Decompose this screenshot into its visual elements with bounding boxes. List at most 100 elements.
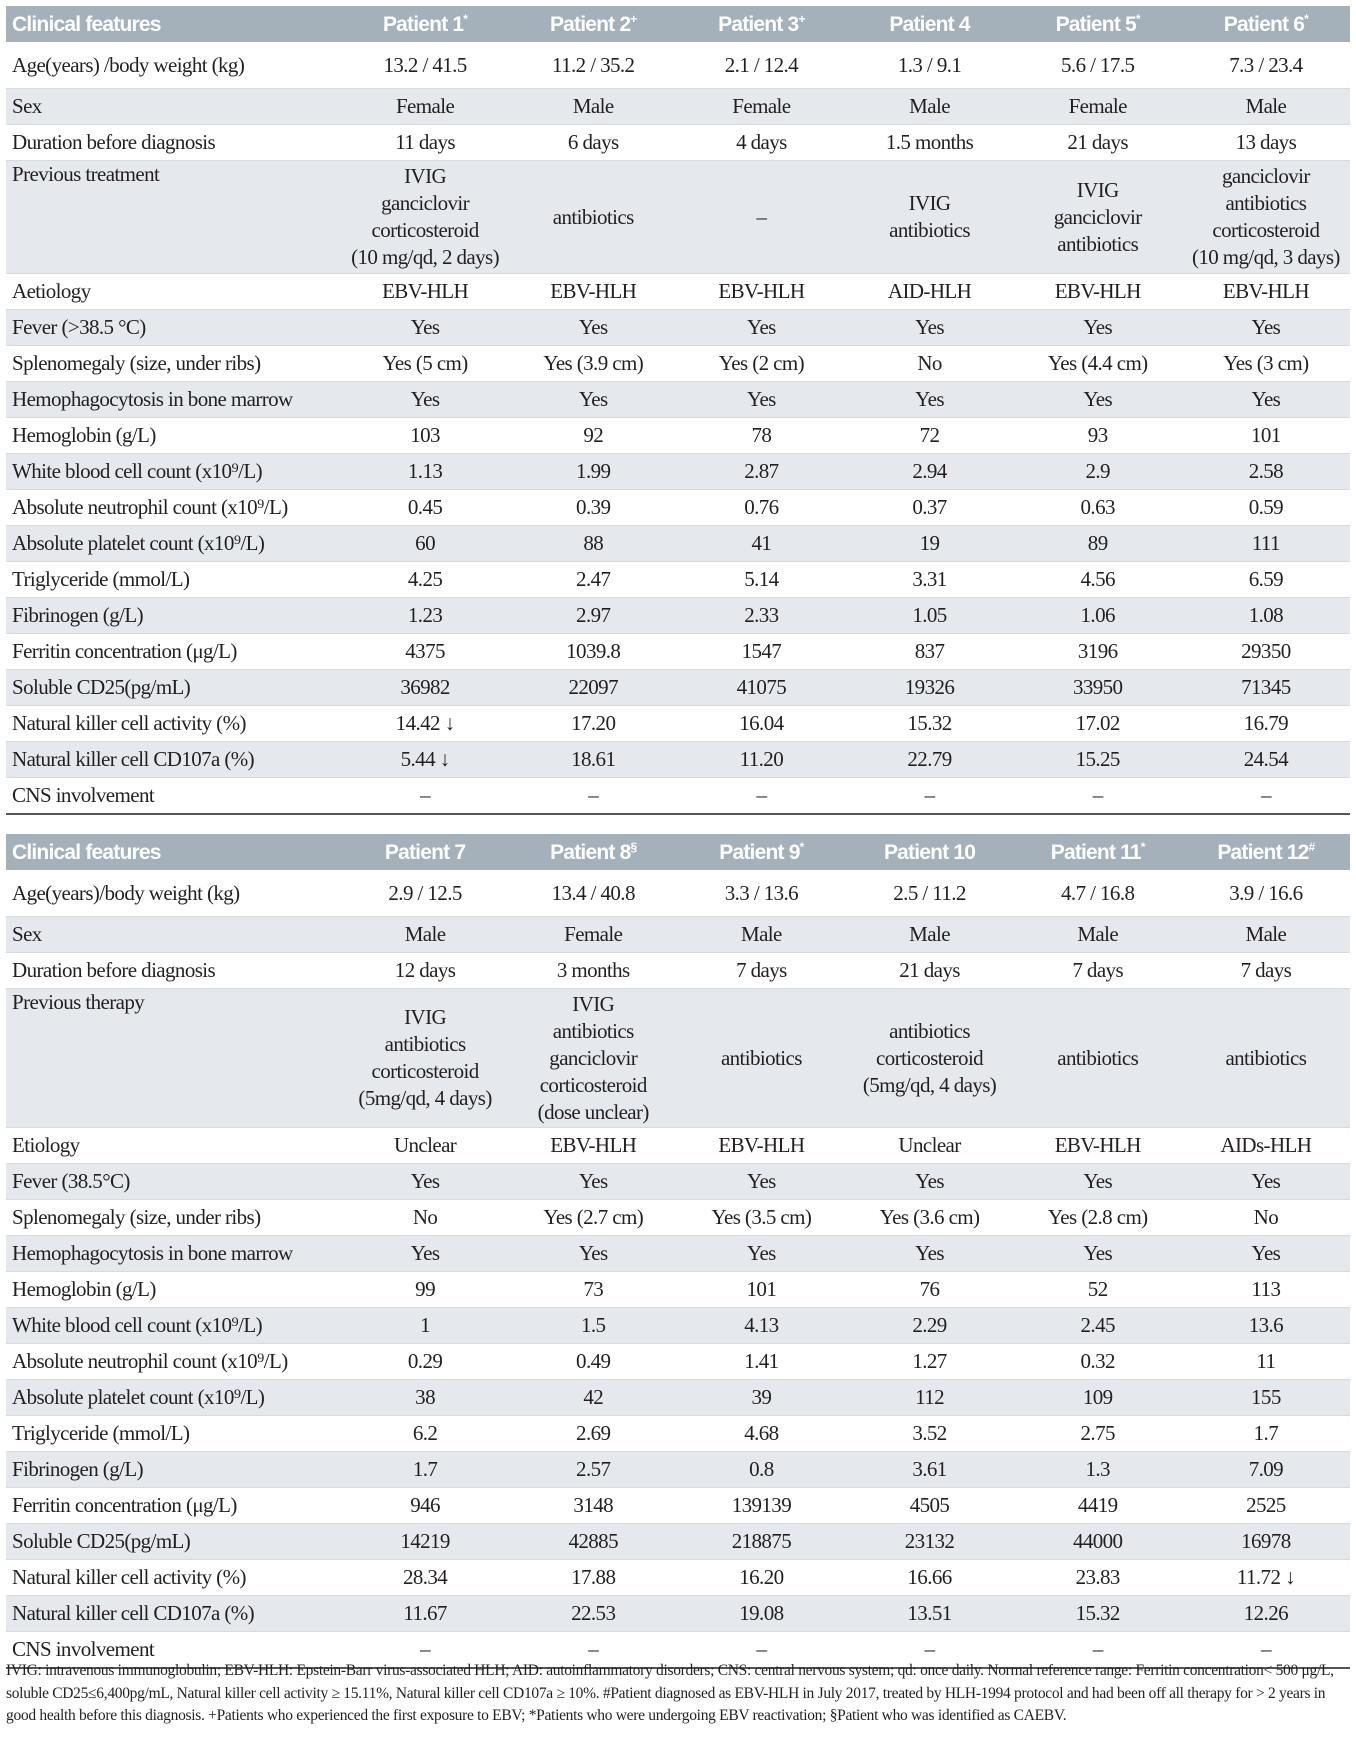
table-row: Fever (>38.5 °C) Yes Yes Yes Yes Yes Yes xyxy=(6,309,1350,346)
patient-value: 4375 xyxy=(341,633,510,670)
table-row: Natural killer cell CD107a (%) 11.67 22.53… xyxy=(6,1595,1350,1632)
patient-column-header: Patient 11* xyxy=(1013,834,1182,870)
patient-value: 72 xyxy=(845,417,1014,454)
patient-value: 13 days xyxy=(1181,124,1350,161)
patient-value: antibiotics xyxy=(677,988,846,1128)
feature-label: Natural killer cell CD107a (%) xyxy=(6,741,341,778)
feature-label: CNS involvement xyxy=(6,1631,341,1669)
table-footnote: IVIG: intravenous immunoglobulin; EBV-HL… xyxy=(6,1662,1334,1724)
patient-value: Yes xyxy=(677,309,846,346)
header-mark: + xyxy=(798,11,805,26)
patient-value: 16.79 xyxy=(1181,705,1350,742)
patient-value: 1547 xyxy=(677,633,846,670)
features-column-header: Clinical features xyxy=(6,834,341,870)
header-label: Patient 3 xyxy=(718,12,799,36)
patient-value: 0.45 xyxy=(341,489,510,526)
table-row: Previous therapy IVIG antibiotics cortico… xyxy=(6,988,1350,1128)
patient-value: Yes xyxy=(509,381,678,418)
patient-value: 5.6 / 17.5 xyxy=(1013,42,1182,89)
patient-value: EBV-HLH xyxy=(1013,1127,1182,1164)
feature-label: Natural killer cell CD107a (%) xyxy=(6,1595,341,1632)
patient-column-header: Patient 4 xyxy=(845,6,1014,42)
patient-value: Unclear xyxy=(845,1127,1014,1164)
patient-value: 139139 xyxy=(677,1487,846,1524)
patient-value: 2.33 xyxy=(677,597,846,634)
feature-label: Sex xyxy=(6,88,341,125)
patient-column-header: Patient 8§ xyxy=(509,834,678,870)
patient-value: 103 xyxy=(341,417,510,454)
patient-value: – xyxy=(1013,1631,1182,1669)
patient-value: 13.6 xyxy=(1181,1307,1350,1344)
patient-value: 0.59 xyxy=(1181,489,1350,526)
patient-value: – xyxy=(845,777,1014,815)
patient-value: 23132 xyxy=(845,1523,1014,1560)
patient-value: 4.25 xyxy=(341,561,510,598)
patient-value: 78 xyxy=(677,417,846,454)
patient-value: 16.20 xyxy=(677,1559,846,1596)
feature-label: Fever (38.5°C) xyxy=(6,1163,341,1200)
feature-label: Previous therapy xyxy=(6,988,341,1128)
patient-value: 155 xyxy=(1181,1379,1350,1416)
patient-value: IVIG ganciclovir corticosteroid (10 mg/q… xyxy=(341,160,510,274)
patient-value: Male xyxy=(845,916,1014,953)
patient-value: – xyxy=(677,777,846,815)
patient-value: 1.7 xyxy=(341,1451,510,1488)
patient-value: 1.08 xyxy=(1181,597,1350,634)
feature-label: White blood cell count (x10⁹/L) xyxy=(6,1307,341,1344)
patient-value: 0.76 xyxy=(677,489,846,526)
patient-value: 946 xyxy=(341,1487,510,1524)
patient-value: 22.53 xyxy=(509,1595,678,1632)
patient-value: 4.13 xyxy=(677,1307,846,1344)
header-label: Patient 7 xyxy=(384,840,466,864)
patient-value: 89 xyxy=(1013,525,1182,562)
patient-value: 0.63 xyxy=(1013,489,1182,526)
patient-value: 36982 xyxy=(341,669,510,706)
patient-value: Yes xyxy=(1013,309,1182,346)
patient-value: 76 xyxy=(845,1271,1014,1308)
header-label: Patient 6 xyxy=(1223,12,1305,36)
patient-value: 33950 xyxy=(1013,669,1182,706)
patient-value: 112 xyxy=(845,1379,1014,1416)
patient-value: – xyxy=(341,1631,510,1669)
patient-value: 13.2 / 41.5 xyxy=(341,42,510,89)
patient-value: 3.3 / 13.6 xyxy=(677,870,846,917)
patient-value: Female xyxy=(509,916,678,953)
patient-value: 6.59 xyxy=(1181,561,1350,598)
patient-value: 93 xyxy=(1013,417,1182,454)
feature-label: Fever (>38.5 °C) xyxy=(6,309,341,346)
patient-value: 1.5 months xyxy=(845,124,1014,161)
patient-value: 22.79 xyxy=(845,741,1014,778)
header-mark: § xyxy=(630,839,637,854)
table-row: White blood cell count (x10⁹/L) 1 1.5 4.13 2… xyxy=(6,1307,1350,1344)
patient-value: 71345 xyxy=(1181,669,1350,706)
patient-value: 42885 xyxy=(509,1523,678,1560)
feature-label: Hemophagocytosis in bone marrow xyxy=(6,1235,341,1272)
patient-value: 5.44 ↓ xyxy=(341,741,510,778)
patient-value: EBV-HLH xyxy=(509,1127,678,1164)
header-mark: * xyxy=(799,839,805,854)
patient-value: – xyxy=(509,1631,678,1669)
header-row: Clinical features Patient 7 Patient 8§ Pati… xyxy=(6,834,1350,870)
patient-value: Yes (2.7 cm) xyxy=(509,1199,678,1236)
patient-value: Male xyxy=(677,916,846,953)
patient-value: Yes (5 cm) xyxy=(341,345,510,382)
patient-value: 2.9 / 12.5 xyxy=(341,870,510,917)
patient-value: 38 xyxy=(341,1379,510,1416)
patient-value: 0.49 xyxy=(509,1343,678,1380)
patient-value: 2.94 xyxy=(845,453,1014,490)
table-row: Splenomegaly (size, under ribs) Yes (5 cm… xyxy=(6,345,1350,382)
feature-label: Soluble CD25(pg/mL) xyxy=(6,1523,341,1560)
table-row: Hemophagocytosis in bone marrow Yes Yes Yes… xyxy=(6,1235,1350,1272)
table-row: Absolute neutrophil count (x10⁹/L) 0.45 0.… xyxy=(6,489,1350,526)
patient-value: 19 xyxy=(845,525,1014,562)
patient-column-header: Patient 10 xyxy=(845,834,1014,870)
patient-value: 1.41 xyxy=(677,1343,846,1380)
patient-value: 2.9 xyxy=(1013,453,1182,490)
table-row: Absolute platelet count (x10⁹/L) 38 42 39 11… xyxy=(6,1379,1350,1416)
table-row: Duration before diagnosis 11 days 6 days 4 … xyxy=(6,124,1350,161)
patient-value: Yes xyxy=(1181,1163,1350,1200)
header-label: Clinical features xyxy=(12,12,161,36)
patient-value: 1039.8 xyxy=(509,633,678,670)
patient-value: 3.31 xyxy=(845,561,1014,598)
patient-value: 12.26 xyxy=(1181,1595,1350,1632)
